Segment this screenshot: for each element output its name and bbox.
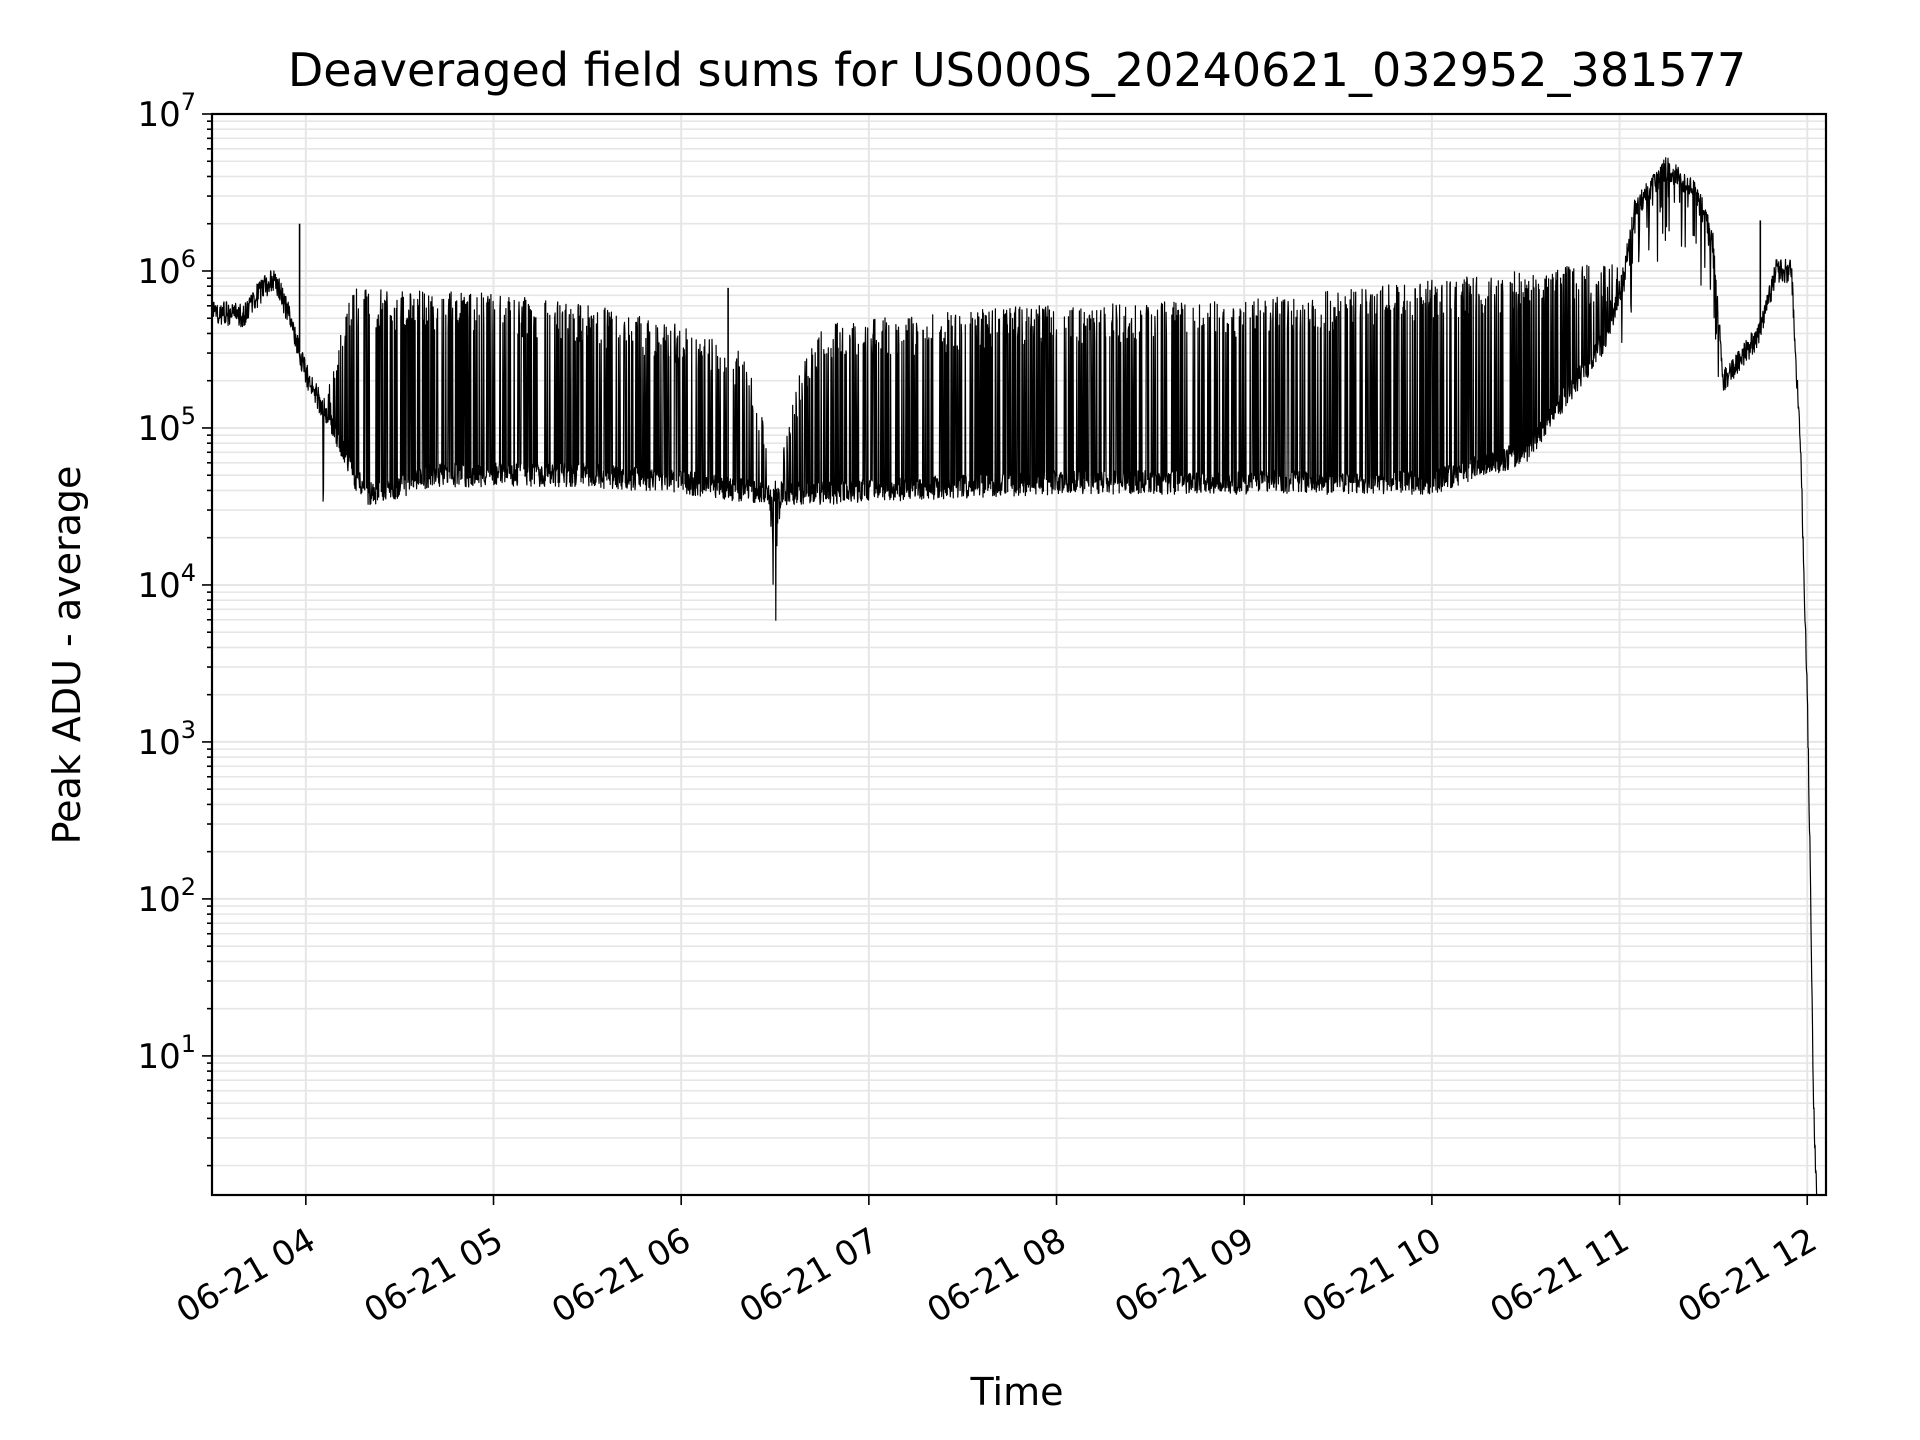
- y-tick-label-base: 10: [137, 409, 180, 449]
- y-tick-label-exponent: 2: [181, 873, 196, 901]
- y-tick-label: 104: [137, 559, 196, 606]
- y-tick-label-exponent: 5: [181, 402, 196, 430]
- y-tick-label-base: 10: [137, 252, 180, 292]
- y-tick-label: 103: [137, 716, 196, 763]
- y-axis-label: Peak ADU - average: [45, 466, 89, 845]
- y-tick-label: 105: [137, 402, 196, 449]
- y-tick-label: 101: [137, 1030, 196, 1077]
- y-tick-label: 107: [137, 88, 196, 135]
- y-tick-label-base: 10: [137, 95, 180, 135]
- y-tick-label-exponent: 1: [181, 1030, 196, 1058]
- series-group: [211, 157, 1818, 1196]
- y-tick-label-exponent: 4: [181, 559, 196, 587]
- data-series-line: [211, 157, 1818, 1196]
- chart-title: Deaveraged field sums for US000S_2024062…: [288, 43, 1746, 97]
- y-tick-label-exponent: 3: [181, 716, 196, 744]
- y-tick-label-base: 10: [137, 880, 180, 920]
- y-tick-label-base: 10: [137, 566, 180, 606]
- x-axis-label: Time: [970, 1370, 1064, 1414]
- y-tick-label-exponent: 7: [181, 88, 196, 116]
- y-tick-label: 106: [137, 245, 196, 292]
- y-tick-label: 102: [137, 873, 196, 920]
- y-tick-label-exponent: 6: [181, 245, 196, 273]
- axis-ticks: [202, 113, 1809, 1205]
- y-tick-label-base: 10: [137, 723, 180, 763]
- plot-area-frame: [210, 112, 1828, 1197]
- y-tick-label-base: 10: [137, 1037, 180, 1077]
